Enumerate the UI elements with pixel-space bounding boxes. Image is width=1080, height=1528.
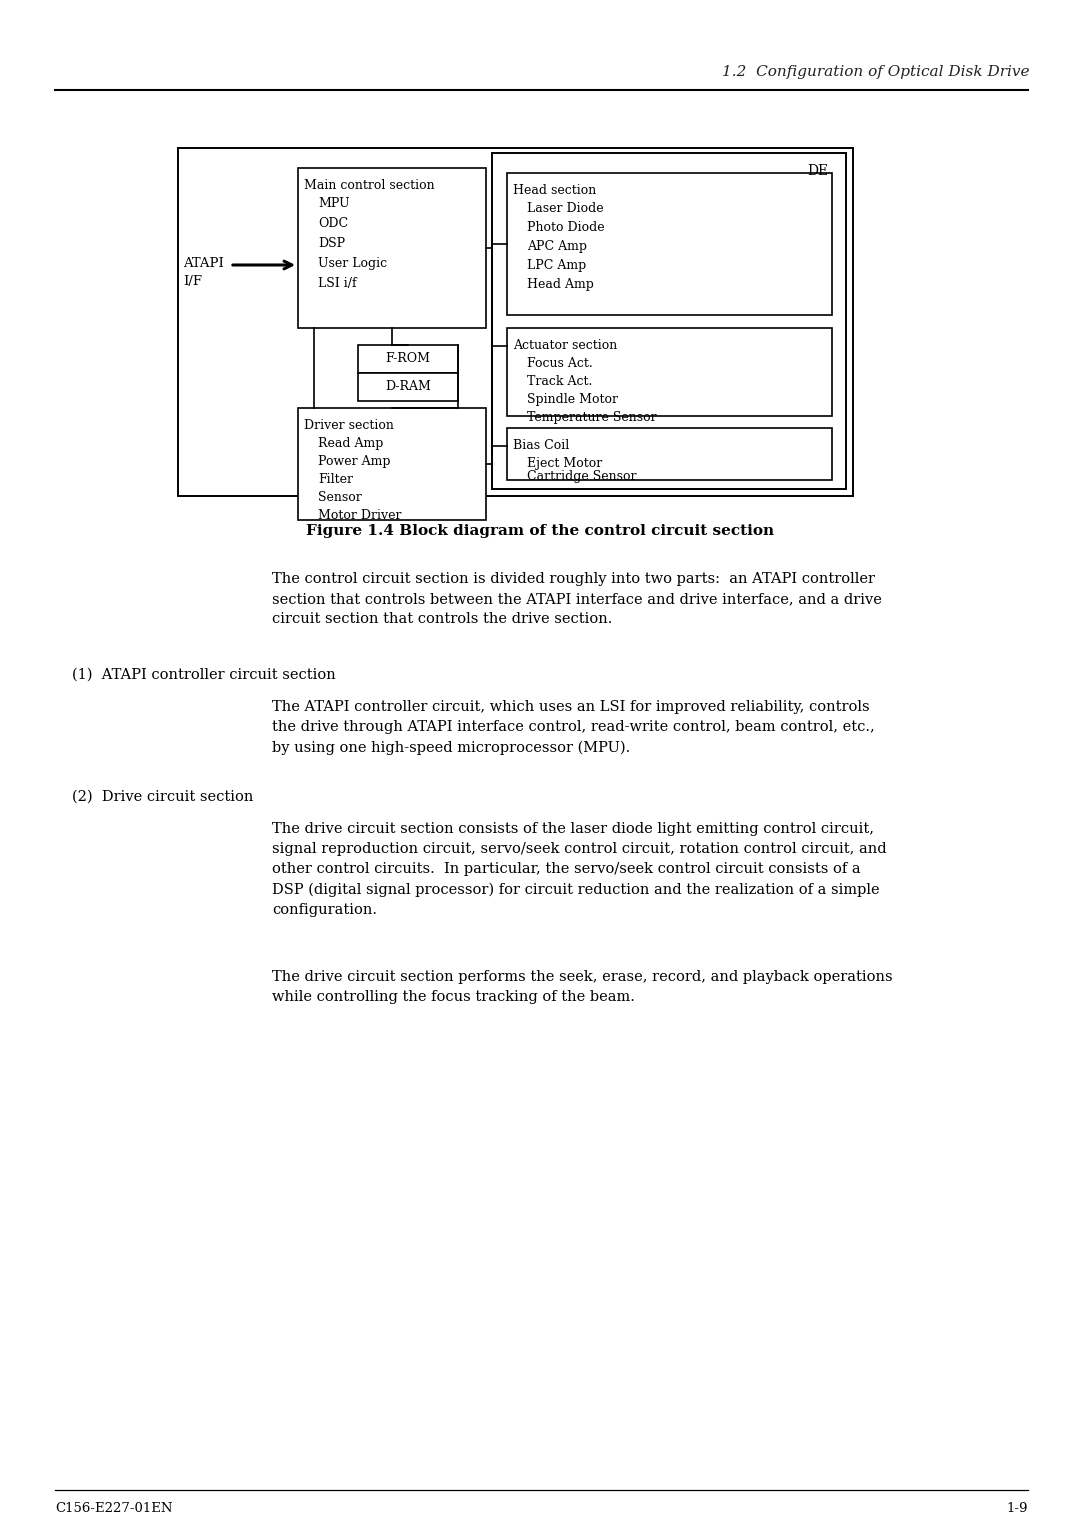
- Text: D-RAM: D-RAM: [386, 380, 431, 393]
- Text: Focus Act.: Focus Act.: [527, 358, 593, 370]
- Text: Cartridge Sensor: Cartridge Sensor: [527, 471, 636, 483]
- Bar: [507, 329, 832, 416]
- Text: APC Amp: APC Amp: [527, 240, 588, 254]
- Text: Sensor: Sensor: [318, 490, 362, 504]
- Text: Head Amp: Head Amp: [527, 278, 594, 290]
- Text: 1.2  Configuration of Optical Disk Drive: 1.2 Configuration of Optical Disk Drive: [723, 66, 1030, 79]
- Text: LPC Amp: LPC Amp: [527, 260, 586, 272]
- Text: Laser Diode: Laser Diode: [527, 202, 604, 215]
- Text: Bias Coil: Bias Coil: [513, 439, 569, 452]
- Text: Motor Driver: Motor Driver: [318, 509, 402, 523]
- Bar: [298, 408, 486, 520]
- Text: Read Amp: Read Amp: [318, 437, 383, 451]
- Text: The control circuit section is divided roughly into two parts:  an ATAPI control: The control circuit section is divided r…: [272, 571, 882, 626]
- Text: I/F: I/F: [183, 275, 202, 287]
- Text: Filter: Filter: [318, 474, 353, 486]
- Text: DSP: DSP: [318, 237, 346, 251]
- Bar: [357, 345, 458, 373]
- Text: Eject Motor: Eject Motor: [527, 457, 603, 471]
- Text: Main control section: Main control section: [303, 179, 434, 193]
- Bar: [507, 428, 832, 480]
- Text: Actuator section: Actuator section: [513, 339, 618, 351]
- Text: (2)  Drive circuit section: (2) Drive circuit section: [72, 790, 254, 804]
- Text: Spindle Motor: Spindle Motor: [527, 393, 618, 406]
- Text: Power Amp: Power Amp: [318, 455, 391, 468]
- Text: The drive circuit section performs the seek, erase, record, and playback operati: The drive circuit section performs the s…: [272, 970, 893, 1004]
- Text: LSI i/f: LSI i/f: [318, 277, 356, 290]
- Text: 1-9: 1-9: [1007, 1502, 1028, 1514]
- Bar: [178, 148, 853, 497]
- Text: DE: DE: [807, 163, 828, 177]
- Text: Photo Diode: Photo Diode: [527, 222, 605, 234]
- Bar: [492, 153, 846, 489]
- Text: F-ROM: F-ROM: [386, 351, 431, 365]
- Text: Head section: Head section: [513, 183, 596, 197]
- Text: Figure 1.4 Block diagram of the control circuit section: Figure 1.4 Block diagram of the control …: [306, 524, 774, 538]
- Text: The drive circuit section consists of the laser diode light emitting control cir: The drive circuit section consists of th…: [272, 822, 887, 917]
- Text: MPU: MPU: [318, 197, 350, 209]
- Text: C156-E227-01EN: C156-E227-01EN: [55, 1502, 173, 1514]
- Text: Driver section: Driver section: [303, 419, 394, 432]
- Text: (1)  ATAPI controller circuit section: (1) ATAPI controller circuit section: [72, 668, 336, 681]
- Bar: [507, 173, 832, 315]
- Bar: [357, 373, 458, 400]
- Text: Track Act.: Track Act.: [527, 374, 592, 388]
- Bar: [298, 168, 486, 329]
- Text: Temperature Sensor: Temperature Sensor: [527, 411, 657, 423]
- Text: ODC: ODC: [318, 217, 348, 231]
- Text: The ATAPI controller circuit, which uses an LSI for improved reliability, contro: The ATAPI controller circuit, which uses…: [272, 700, 875, 755]
- Text: ATAPI: ATAPI: [183, 257, 224, 270]
- Text: User Logic: User Logic: [318, 257, 387, 270]
